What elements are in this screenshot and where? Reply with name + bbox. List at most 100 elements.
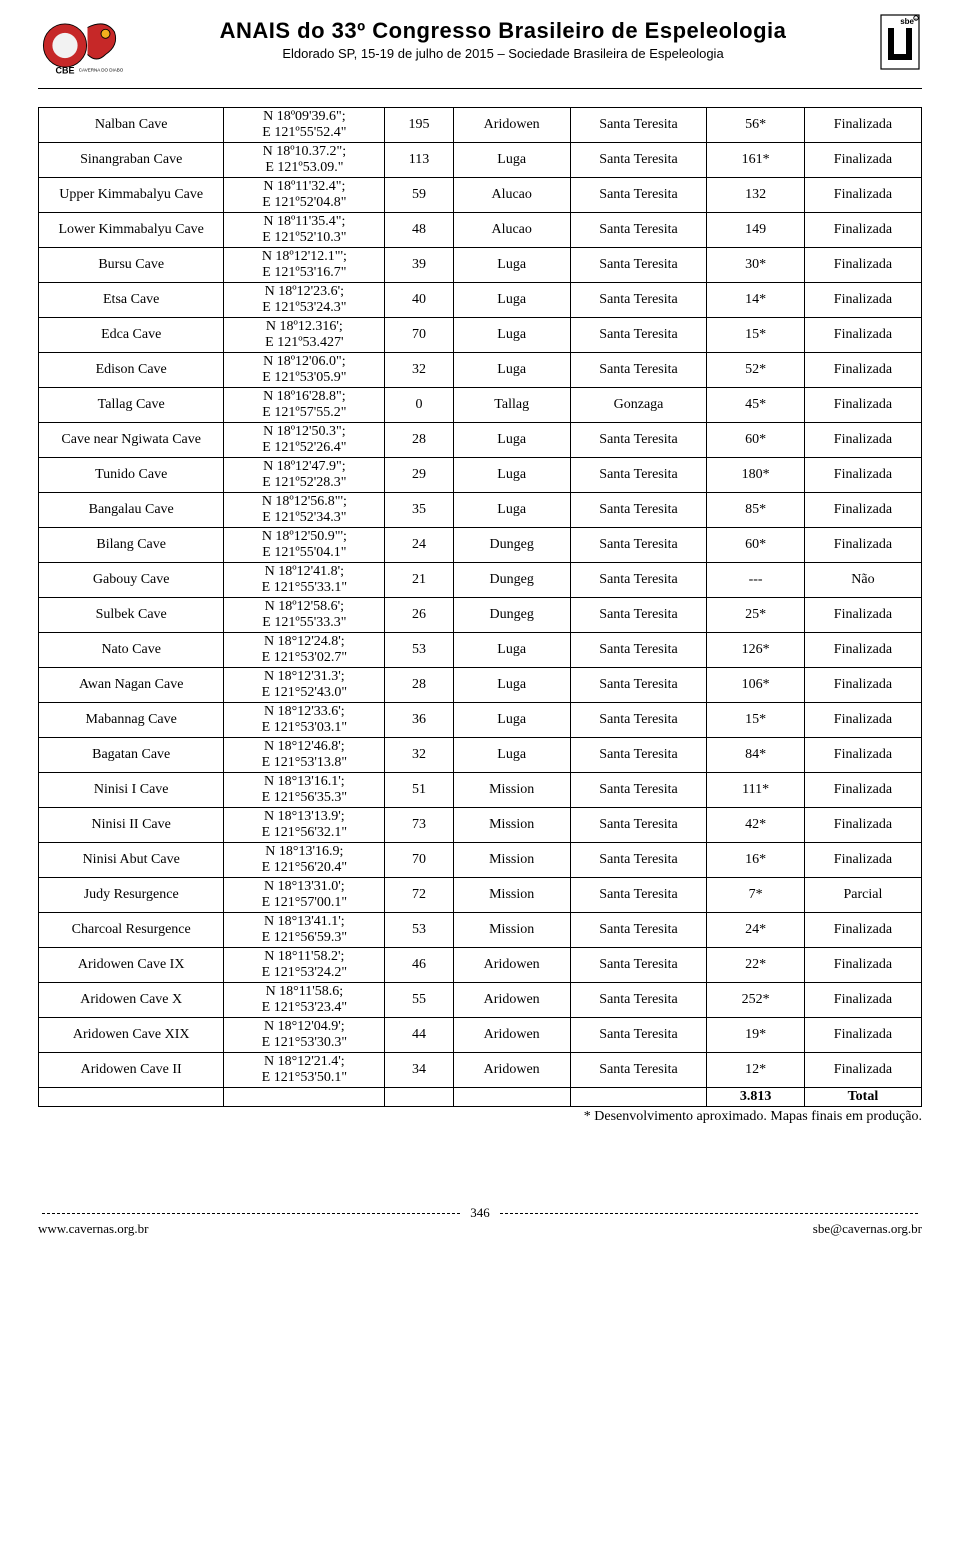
cell-mun: Santa Teresita [570, 563, 707, 598]
cell-len: --- [707, 563, 805, 598]
cell-elev: 73 [385, 808, 453, 843]
table-row: Upper Kimmabalyu CaveN 18º11'32.4";E 121… [39, 178, 922, 213]
cell-name: Aridowen Cave II [39, 1053, 224, 1088]
cell-status: Não [804, 563, 921, 598]
table-row: Lower Kimmabalyu CaveN 18º11'35.4";E 121… [39, 213, 922, 248]
cell-mun: Santa Teresita [570, 143, 707, 178]
cell-len: 60* [707, 528, 805, 563]
table-row: Aridowen Cave IIN 18°12'21.4';E 121°53'5… [39, 1053, 922, 1088]
cell-mun: Santa Teresita [570, 528, 707, 563]
footer-dash-left [42, 1213, 460, 1214]
table-row: Ninisi II CaveN 18°13'13.9';E 121°56'32.… [39, 808, 922, 843]
table-row: Judy ResurgenceN 18°13'31.0';E 121°57'00… [39, 878, 922, 913]
cell-name: Charcoal Resurgence [39, 913, 224, 948]
cell-elev: 46 [385, 948, 453, 983]
cell-loc: Dungeg [453, 528, 570, 563]
cell-name: Sinangraban Cave [39, 143, 224, 178]
footer-link-left[interactable]: www.cavernas.org.br [38, 1221, 148, 1237]
cell-coord: N 18º12'47.9";E 121º52'28.3" [224, 458, 385, 493]
cell-loc: Alucao [453, 178, 570, 213]
cell-name: Bursu Cave [39, 248, 224, 283]
cell-mun: Santa Teresita [570, 598, 707, 633]
table-total-row: 3.813Total [39, 1088, 922, 1107]
cell-len: 12* [707, 1053, 805, 1088]
cell-status: Finalizada [804, 773, 921, 808]
cell-name: Ninisi II Cave [39, 808, 224, 843]
cell-mun: Santa Teresita [570, 108, 707, 143]
cell-name: Mabannag Cave [39, 703, 224, 738]
cell-name: Etsa Cave [39, 283, 224, 318]
cell-elev: 34 [385, 1053, 453, 1088]
cell-coord: N 18º10.37.2";E 121º53.09." [224, 143, 385, 178]
cell-loc: Aridowen [453, 108, 570, 143]
cell-name: Tunido Cave [39, 458, 224, 493]
cell-mun: Santa Teresita [570, 913, 707, 948]
cell-elev: 113 [385, 143, 453, 178]
cell-status: Finalizada [804, 843, 921, 878]
cbe-logo: CBE CAVERNA DO DIABO [38, 14, 128, 82]
cell-empty [39, 1088, 224, 1107]
table-row: Mabannag CaveN 18°12'33.6';E 121°53'03.1… [39, 703, 922, 738]
cell-len: 52* [707, 353, 805, 388]
cell-elev: 55 [385, 983, 453, 1018]
page-root: CBE CAVERNA DO DIABO ANAIS do 33º Congre… [0, 0, 960, 1257]
table-row: Sinangraban CaveN 18º10.37.2";E 121º53.0… [39, 143, 922, 178]
cell-len: 84* [707, 738, 805, 773]
cell-len: 42* [707, 808, 805, 843]
cell-status: Finalizada [804, 248, 921, 283]
cell-loc: Luga [453, 668, 570, 703]
cell-status: Finalizada [804, 738, 921, 773]
cell-elev: 26 [385, 598, 453, 633]
cell-status: Finalizada [804, 388, 921, 423]
cell-mun: Santa Teresita [570, 668, 707, 703]
cell-name: Aridowen Cave X [39, 983, 224, 1018]
cell-elev: 39 [385, 248, 453, 283]
cell-elev: 40 [385, 283, 453, 318]
table-row: Bangalau CaveN 18º12'56.8"';E 121º52'34.… [39, 493, 922, 528]
cell-len: 19* [707, 1018, 805, 1053]
cell-mun: Santa Teresita [570, 1053, 707, 1088]
cell-loc: Mission [453, 913, 570, 948]
cell-empty [453, 1088, 570, 1107]
table-row: Aridowen Cave XN 18°11'58.6;E 121°53'23.… [39, 983, 922, 1018]
table-row: Ninisi Abut CaveN 18°13'16.9;E 121°56'20… [39, 843, 922, 878]
table-row: Nato CaveN 18°12'24.8';E 121°53'02.7"53L… [39, 633, 922, 668]
cell-mun: Santa Teresita [570, 423, 707, 458]
svg-text:CAVERNA DO DIABO: CAVERNA DO DIABO [79, 68, 124, 73]
cell-len: 14* [707, 283, 805, 318]
header-divider [38, 88, 922, 89]
cell-elev: 29 [385, 458, 453, 493]
cell-loc: Luga [453, 738, 570, 773]
cell-empty [385, 1088, 453, 1107]
total-label: Total [804, 1088, 921, 1107]
cell-elev: 32 [385, 353, 453, 388]
cell-len: 56* [707, 108, 805, 143]
cell-len: 180* [707, 458, 805, 493]
cell-loc: Aridowen [453, 948, 570, 983]
cell-status: Finalizada [804, 493, 921, 528]
cell-mun: Gonzaga [570, 388, 707, 423]
svg-text:sbe: sbe [900, 17, 914, 26]
cell-mun: Santa Teresita [570, 808, 707, 843]
cell-loc: Mission [453, 808, 570, 843]
cell-status: Finalizada [804, 283, 921, 318]
cell-status: Finalizada [804, 423, 921, 458]
cell-len: 111* [707, 773, 805, 808]
cell-coord: N 18º11'35.4";E 121º52'10.3" [224, 213, 385, 248]
cell-len: 106* [707, 668, 805, 703]
table-row: Edison CaveN 18º12'06.0";E 121º53'05.9"3… [39, 353, 922, 388]
cell-len: 15* [707, 318, 805, 353]
cell-status: Finalizada [804, 983, 921, 1018]
cell-len: 16* [707, 843, 805, 878]
cell-status: Finalizada [804, 353, 921, 388]
cell-name: Ninisi I Cave [39, 773, 224, 808]
cell-name: Lower Kimmabalyu Cave [39, 213, 224, 248]
cell-name: Awan Nagan Cave [39, 668, 224, 703]
cell-len: 25* [707, 598, 805, 633]
footer-link-right[interactable]: sbe@cavernas.org.br [813, 1221, 922, 1237]
cell-coord: N 18°12'46.8';E 121°53'13.8" [224, 738, 385, 773]
table-row: Gabouy CaveN 18º12'41.8';E 121°55'33.1"2… [39, 563, 922, 598]
table-row: Bagatan CaveN 18°12'46.8';E 121°53'13.8"… [39, 738, 922, 773]
table-row: Sulbek CaveN 18º12'58.6';E 121º55'33.3"2… [39, 598, 922, 633]
table-footnote: * Desenvolvimento aproximado. Mapas fina… [38, 1109, 922, 1125]
